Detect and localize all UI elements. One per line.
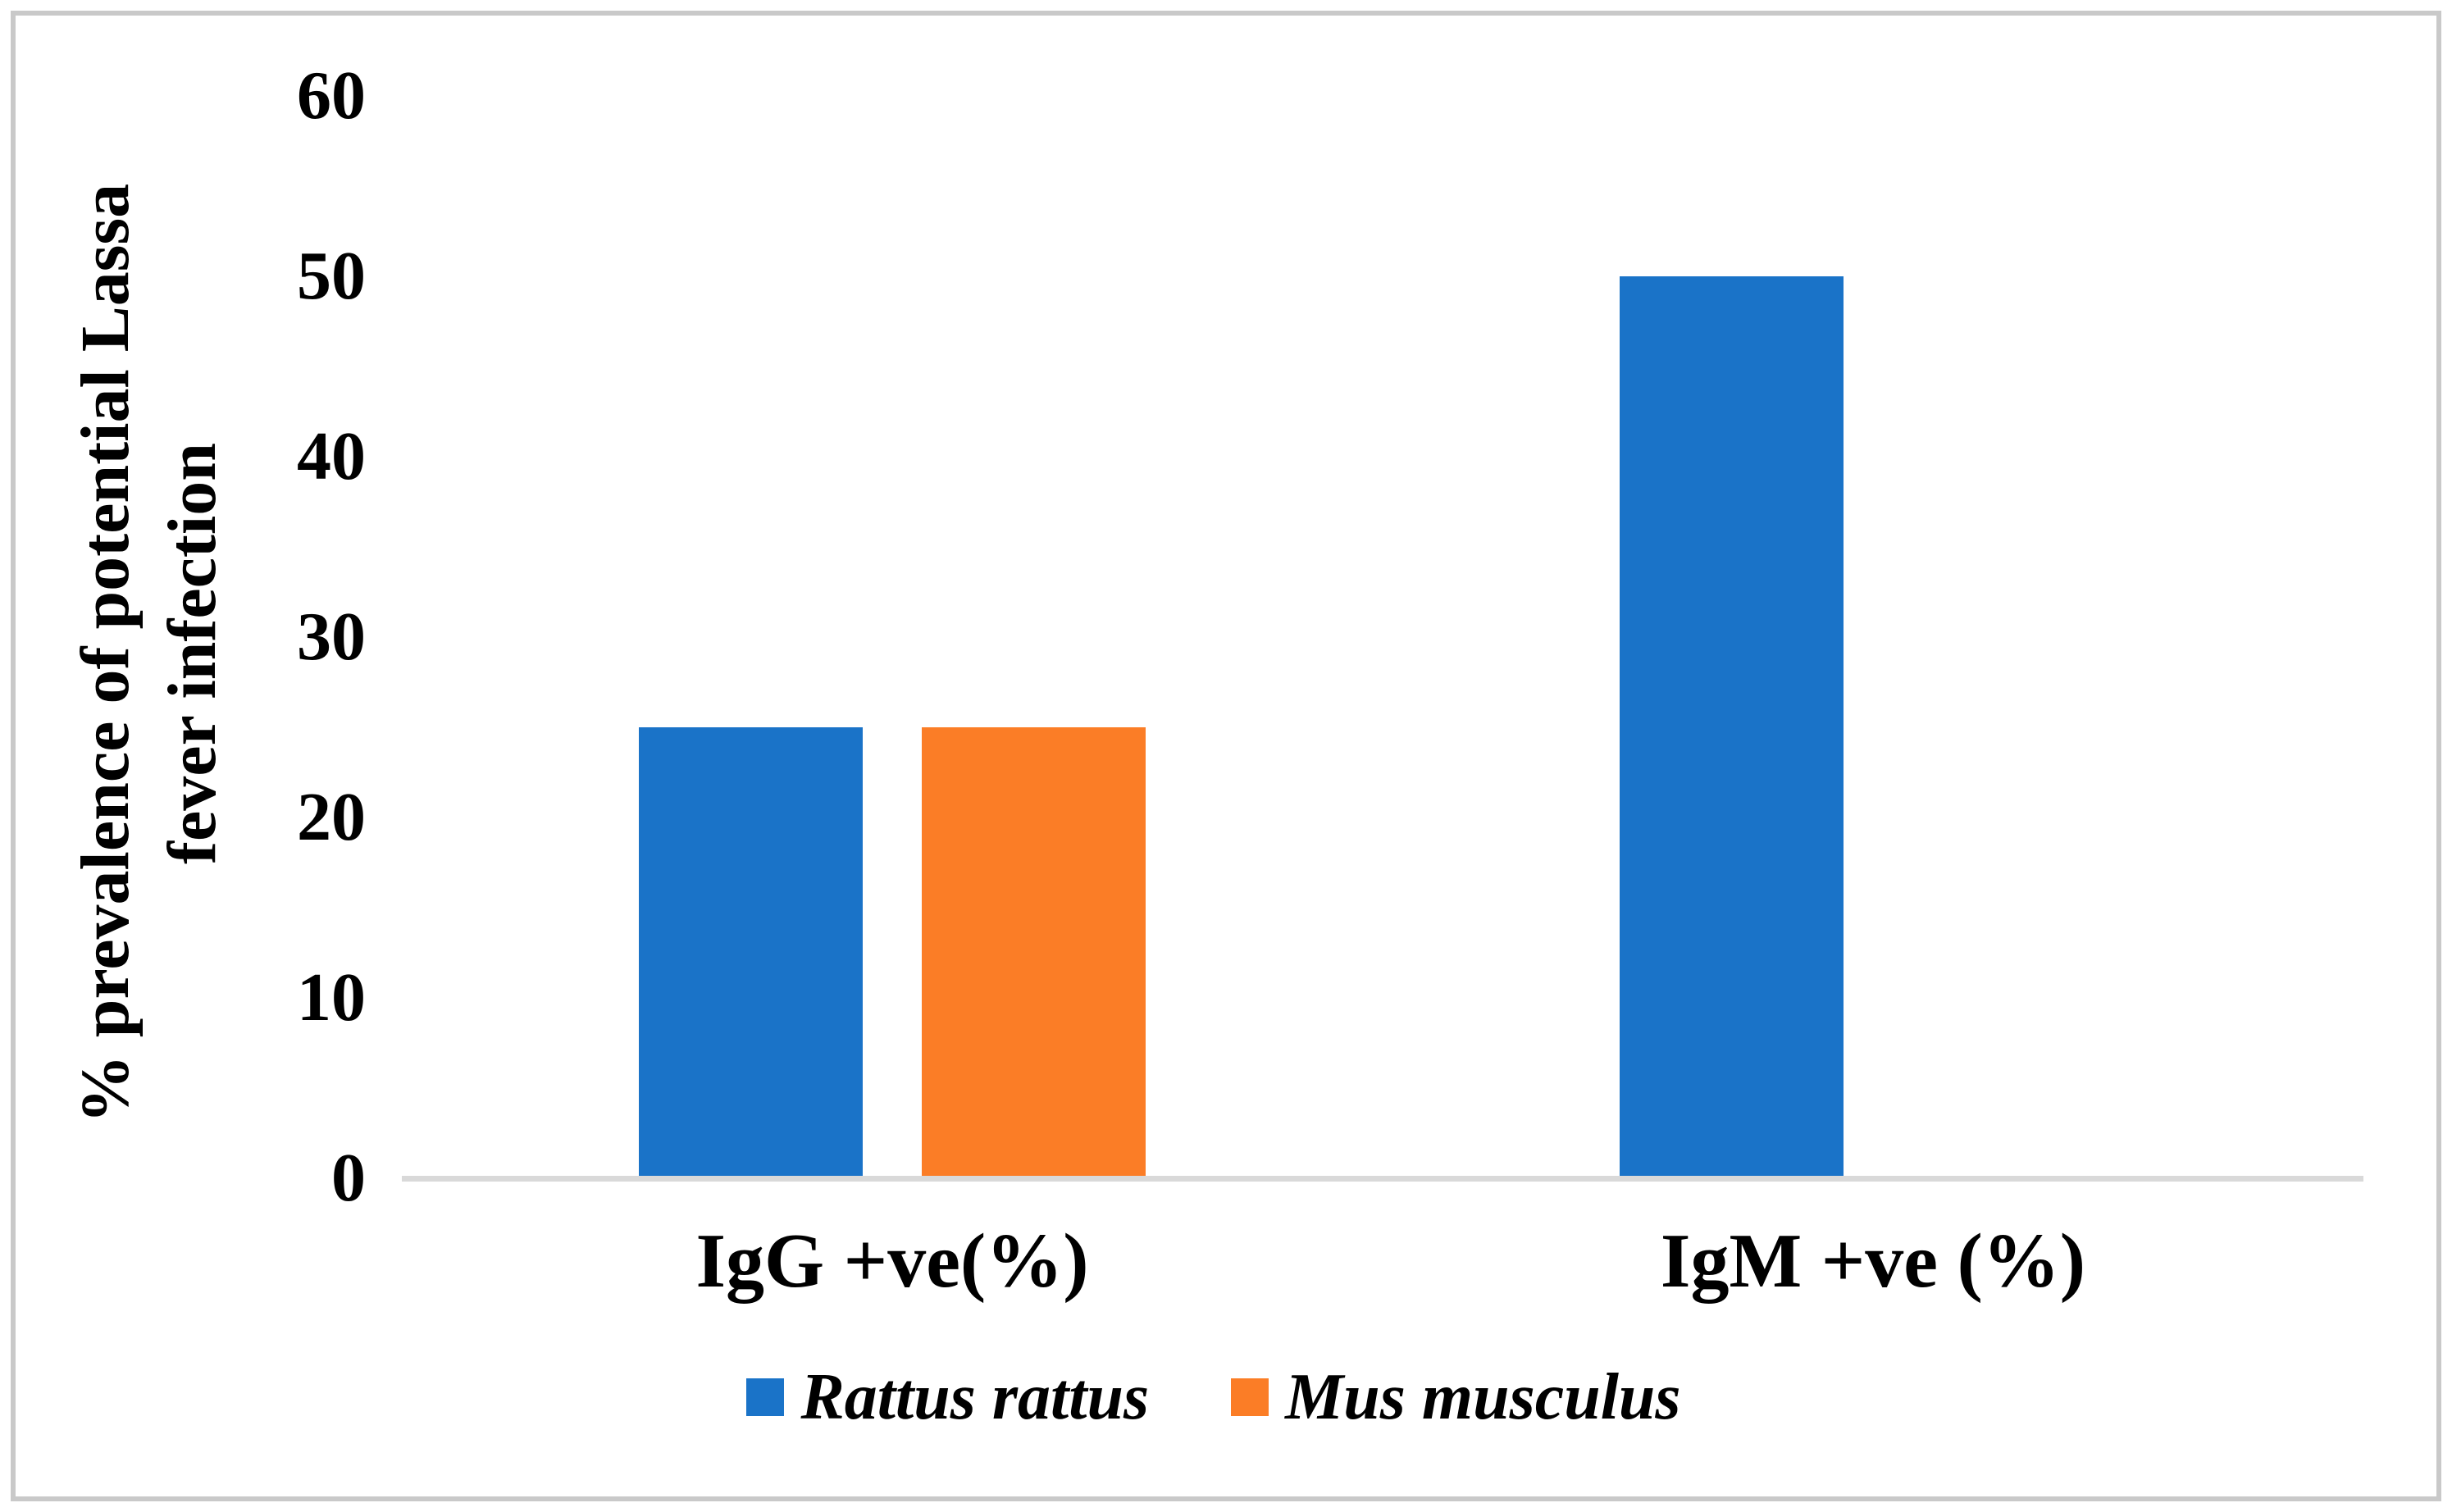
legend-swatch-icon: [746, 1378, 785, 1416]
category-label-0: IgG +ve(%): [695, 1218, 1089, 1304]
y-tick-label: 30: [297, 599, 366, 675]
x-axis-line: [402, 1176, 2363, 1182]
chart-outer-border: [11, 11, 2441, 1501]
bar-rattus-rattus-1: [1620, 276, 1844, 1178]
y-tick-label: 50: [297, 238, 366, 314]
y-tick-label: 20: [297, 779, 366, 855]
bar-rattus-rattus-0: [639, 727, 863, 1178]
y-tick-label: 40: [297, 418, 366, 494]
bar-mus-musculus-0: [922, 727, 1146, 1178]
y-axis-title-line1: % prevalence of potential Lassa: [67, 183, 144, 1124]
legend-item-rattus-rattus: Rattus rattus: [746, 1358, 1149, 1437]
category-label-1: IgM +ve (%): [1660, 1218, 2086, 1304]
y-tick-label: 10: [297, 959, 366, 1036]
legend-swatch-icon: [1231, 1378, 1269, 1416]
legend-label: Rattus rattus: [800, 1361, 1150, 1433]
y-tick-label: 60: [297, 57, 366, 134]
legend-label: Mus musculus: [1285, 1361, 1681, 1433]
legend-item-mus-musculus: Mus musculus: [1231, 1358, 1681, 1437]
y-tick-label: 0: [331, 1140, 366, 1216]
legend: Rattus rattus Mus musculus: [0, 1355, 2427, 1440]
